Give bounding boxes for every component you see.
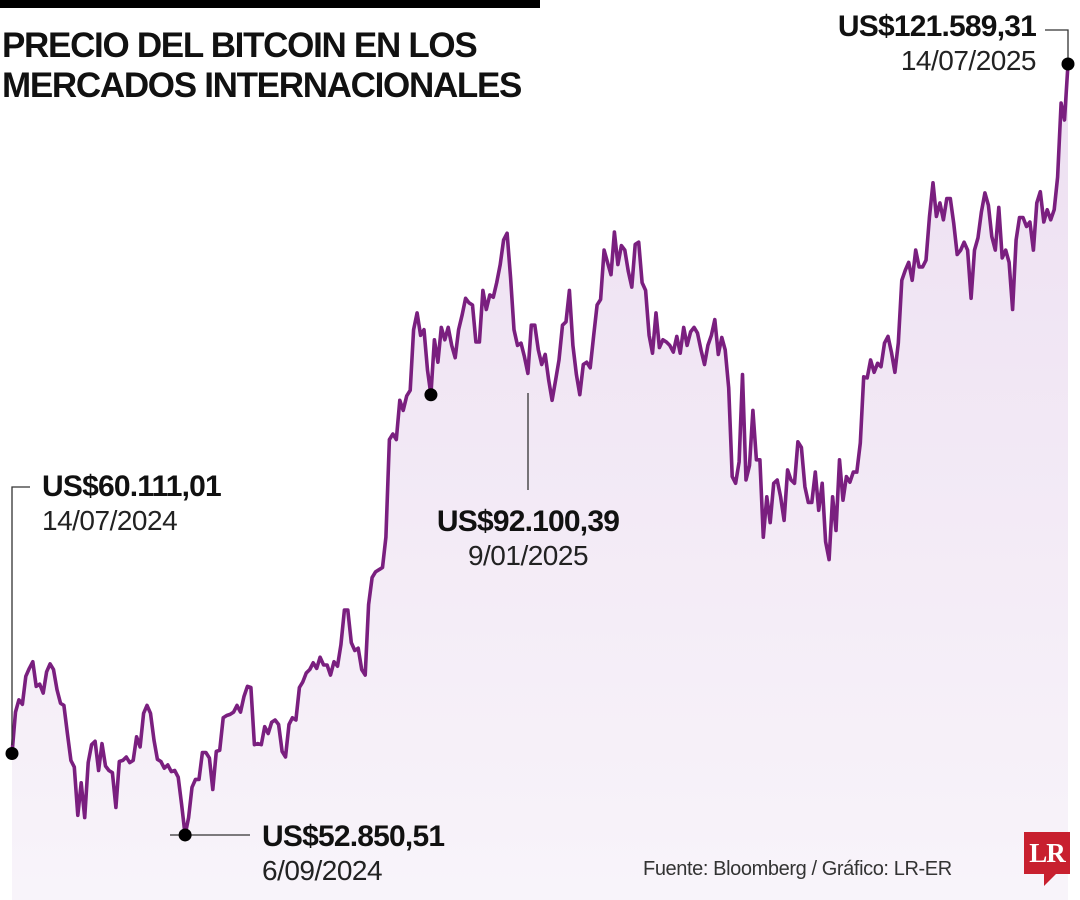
marker-start	[5, 747, 19, 761]
annotation-value: US$60.111,01	[42, 470, 222, 503]
leader-line-end	[1045, 29, 1069, 64]
lr-logo: LR	[1024, 832, 1070, 886]
annotation-value: US$92.100,39	[436, 505, 620, 538]
annotation-date: 14/07/2024	[42, 505, 178, 536]
leader-line-start	[11, 486, 30, 745]
price-area	[12, 64, 1068, 900]
annotation-date: 9/01/2025	[467, 540, 589, 571]
top-bar	[0, 0, 540, 8]
marker-end	[1061, 57, 1075, 71]
annotation-end: US$121.589,31 14/07/2025	[837, 10, 1037, 78]
annotation-value: US$121.589,31	[837, 10, 1037, 43]
annotation-date: 6/09/2024	[262, 855, 383, 886]
price-line	[10, 63, 1070, 837]
marker-minimum	[178, 828, 192, 842]
annotation-value: US$52.850,51	[262, 820, 445, 853]
chart-title: PRECIO DEL BITCOIN EN LOS MERCADOS INTER…	[2, 26, 522, 105]
marker-marked	[424, 388, 438, 402]
annotation-start: US$60.111,01 14/07/2024	[42, 470, 222, 538]
annotation-marked: US$92.100,39 9/01/2025	[428, 505, 628, 573]
annotation-minimum: US$52.850,51 6/09/2024	[262, 820, 445, 888]
annotation-date: 14/07/2025	[900, 45, 1037, 76]
source-note: Fuente: Bloomberg / Gráfico: LR-ER	[643, 858, 952, 880]
